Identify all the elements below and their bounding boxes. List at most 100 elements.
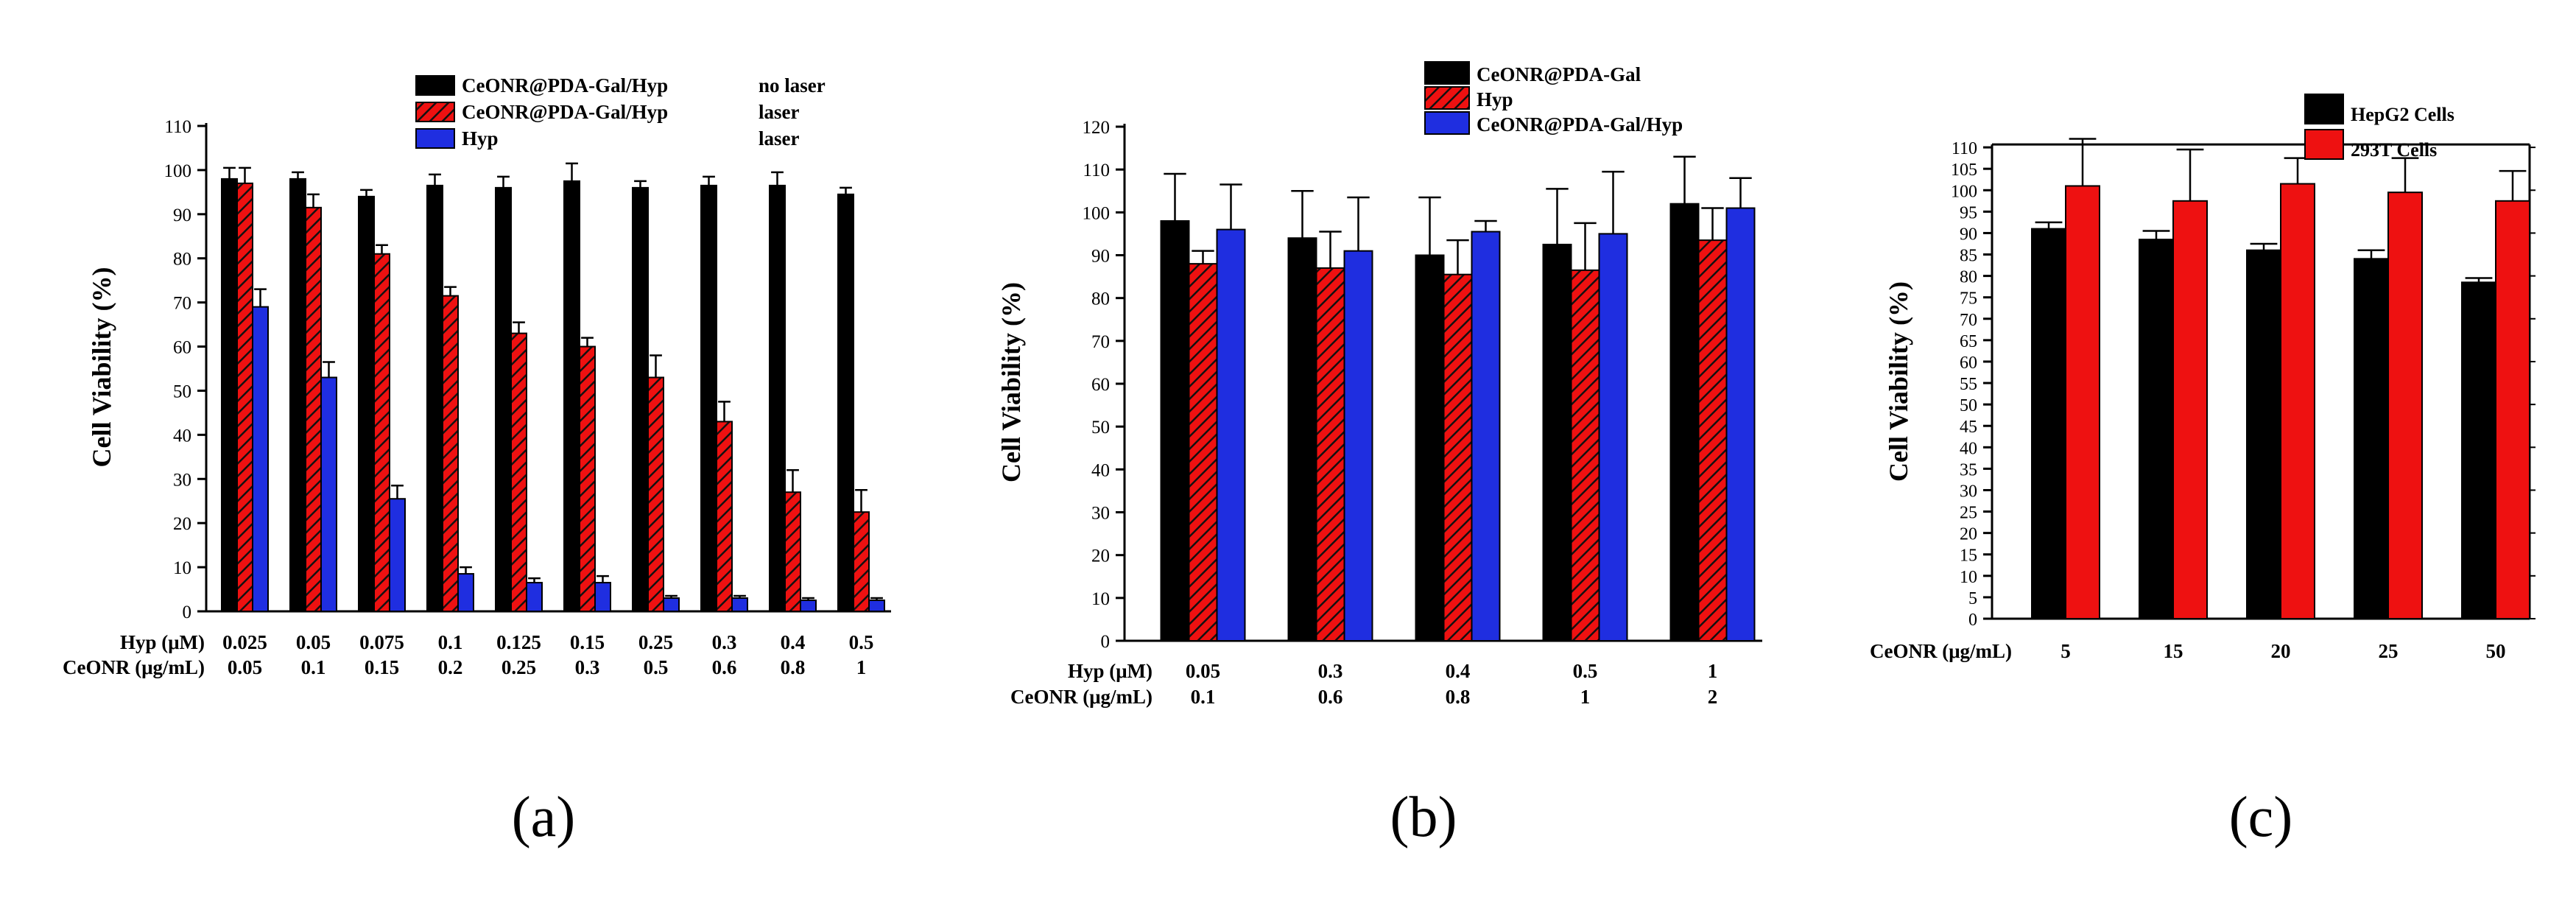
- category-tick-label: 0.15: [365, 656, 399, 678]
- bar-blue-4: [1598, 233, 1628, 642]
- y-tick-label: 120: [1083, 118, 1111, 138]
- bar-black-3: [2246, 249, 2281, 619]
- bar-black-1: [1160, 219, 1190, 642]
- bar-blue-2: [320, 376, 337, 612]
- bar-red-hatch-4: [442, 295, 459, 612]
- category-tick-label: 50: [2486, 640, 2506, 662]
- y-tick-label: 0: [1968, 611, 1977, 630]
- y-tick-label: 70: [1960, 311, 1977, 330]
- y-tick-label: 100: [1951, 182, 1977, 201]
- bar-black-3: [358, 195, 375, 612]
- y-tick-label: 95: [1960, 203, 1977, 222]
- bar-red-hatch-1: [1188, 263, 1218, 642]
- y-tick-label: 50: [1960, 396, 1977, 415]
- legend-swatch: [415, 102, 455, 122]
- bar-blue-8: [731, 597, 748, 613]
- y-tick-label: 80: [173, 250, 191, 270]
- bar-red-hatch-3: [373, 253, 390, 612]
- y-axis-label: Cell Viability (%): [1884, 281, 1913, 482]
- bar-red-hatch-5: [1697, 239, 1728, 642]
- bar-black-10: [837, 193, 854, 613]
- y-tick-label: 60: [173, 338, 191, 358]
- legend-swatch: [1424, 86, 1470, 110]
- category-tick-label: 20: [2271, 640, 2291, 662]
- bar-blue-7: [663, 597, 680, 613]
- category-tick-label: 1: [856, 656, 867, 678]
- y-tick-label: 70: [173, 294, 191, 314]
- bar-black-1: [2031, 228, 2066, 620]
- bar-black-4: [426, 184, 443, 613]
- bar-red-hatch-1: [236, 182, 253, 612]
- y-tick-label: 25: [1960, 504, 1977, 523]
- chart-panel-b: 0 10 20 30 40 50 60 70 80 90 100 110 120 Cell Viabili…: [996, 61, 1762, 848]
- bar-black-2: [1287, 237, 1317, 642]
- bar-red-1: [2065, 185, 2100, 619]
- category-tick-label: 0.05: [1186, 660, 1220, 682]
- y-tick-label: 30: [1091, 504, 1110, 524]
- bar-black-6: [563, 180, 580, 613]
- category-tick-label: 0.5: [644, 656, 669, 678]
- category-tick-label: 5: [2061, 640, 2071, 662]
- y-tick-label: 30: [1960, 482, 1977, 501]
- bar-black-8: [700, 184, 717, 613]
- y-tick-label: 5: [1968, 589, 1977, 608]
- category-tick-label: 0.125: [496, 631, 541, 653]
- category-tick-label: 0.3: [712, 631, 737, 653]
- y-tick-label: 20: [173, 514, 191, 534]
- legend-label: HepG2 Cells: [2351, 104, 2454, 125]
- legend-label: Hyp: [1477, 88, 1513, 110]
- category-tick-label: 0.3: [1318, 660, 1343, 682]
- category-tick-label: 0.6: [1318, 686, 1343, 708]
- category-tick-label: 0.25: [638, 631, 673, 653]
- bar-red-hatch-2: [305, 206, 322, 612]
- category-tick-label: 0.025: [222, 631, 267, 653]
- y-tick-label: 90: [173, 205, 191, 225]
- y-tick-label: 30: [173, 470, 191, 490]
- legend-label: 293T Cells: [2351, 139, 2437, 161]
- y-tick-label: 110: [1083, 161, 1110, 180]
- bar-blue-1: [252, 306, 269, 612]
- legend-note: laser: [759, 101, 799, 123]
- category-tick-label: 0.8: [1446, 686, 1471, 708]
- category-tick-label: 0.5: [849, 631, 874, 653]
- category-tick-label: 0.1: [438, 631, 463, 653]
- category-tick-label: 0.5: [1573, 660, 1598, 682]
- bar-blue-2: [1343, 250, 1373, 642]
- y-tick-label: 70: [1091, 332, 1110, 352]
- bar-red-2: [2172, 200, 2208, 620]
- category-tick-label: 0.1: [1191, 686, 1216, 708]
- category-row-label: CeONR (μg/mL): [1870, 640, 2012, 662]
- y-tick-label: 110: [1952, 139, 1977, 158]
- bar-black-4: [2354, 258, 2389, 619]
- y-tick-label: 55: [1960, 375, 1977, 394]
- bar-black-5: [2461, 281, 2496, 619]
- y-tick-label: 105: [1951, 161, 1977, 180]
- category-tick-label: 0.6: [712, 656, 737, 678]
- y-tick-label: 90: [1091, 247, 1110, 267]
- legend-note: no laser: [759, 74, 826, 96]
- legend-label: CeONR@PDA-Gal/Hyp: [1477, 113, 1683, 136]
- legend-swatch: [1424, 111, 1470, 135]
- y-tick-label: 85: [1960, 247, 1977, 266]
- category-tick-label: 1: [1580, 686, 1591, 708]
- category-tick-label: 0.15: [570, 631, 605, 653]
- category-tick-label: 0.4: [781, 631, 806, 653]
- category-tick-label: 0.4: [1446, 660, 1471, 682]
- y-tick-label: 10: [1960, 568, 1977, 587]
- y-tick-label: 60: [1960, 354, 1977, 373]
- panel-label: (b): [1390, 784, 1457, 848]
- y-tick-label: 100: [164, 161, 192, 181]
- y-tick-label: 20: [1960, 525, 1977, 544]
- category-row-label: Hyp (μM): [120, 631, 205, 653]
- y-tick-label: 75: [1960, 289, 1977, 309]
- y-tick-label: 0: [1101, 632, 1111, 652]
- legend-swatch: [2304, 129, 2344, 160]
- panel-label: (c): [2229, 784, 2293, 848]
- y-tick-label: 0: [183, 602, 192, 622]
- chart-panel-a: 0 10 20 30 40 50 60 70 80 90 100 110 Cell Viability …: [63, 74, 891, 848]
- bar-blue-5: [526, 582, 543, 612]
- category-tick-label: 0.075: [359, 631, 404, 653]
- legend-swatch: [2304, 94, 2344, 124]
- y-tick-label: 90: [1960, 225, 1977, 244]
